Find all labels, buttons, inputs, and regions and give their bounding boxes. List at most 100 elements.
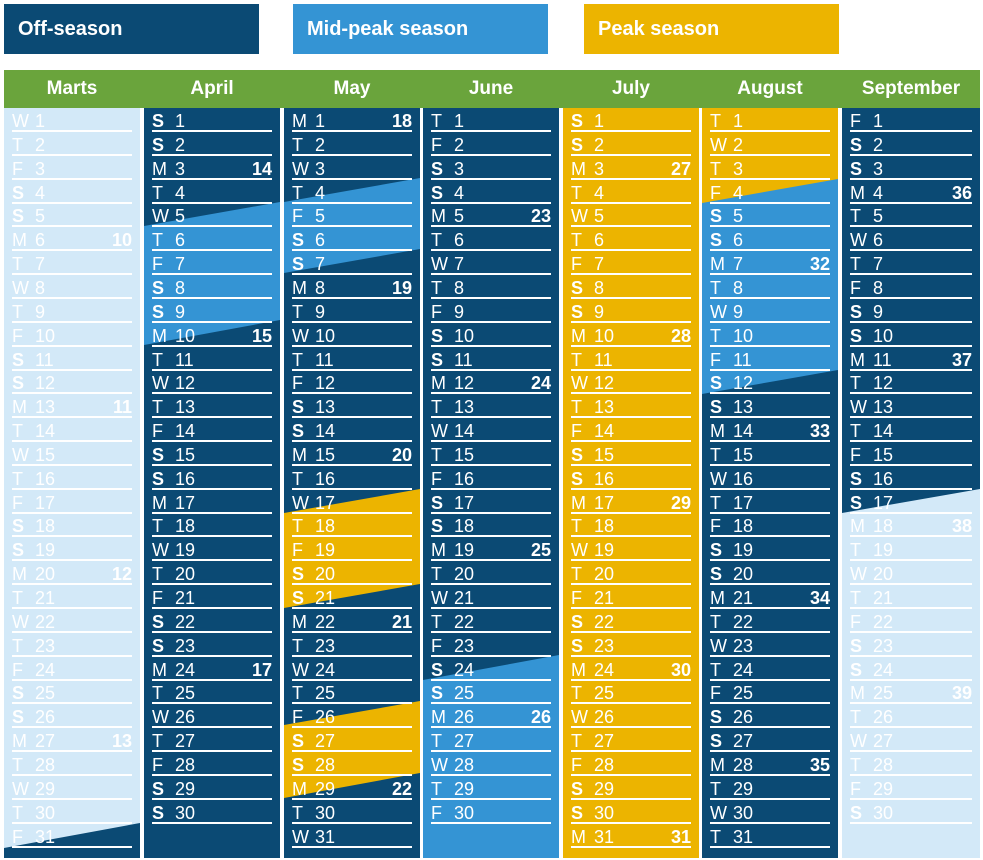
- weekday-letter: M: [710, 754, 725, 775]
- day-row: F 24: [12, 659, 132, 683]
- day-number: 17: [594, 492, 615, 513]
- day-row: T 11: [571, 349, 691, 373]
- row-divider: [12, 583, 132, 586]
- day-row: T 26: [850, 706, 972, 730]
- row-divider: [850, 511, 972, 514]
- day-number: 9: [594, 301, 605, 322]
- day-number: 2: [594, 134, 605, 155]
- day-number: 12: [454, 373, 475, 394]
- weekday-letter: W: [710, 134, 727, 155]
- day-number: 11: [454, 349, 473, 370]
- day-row: W 12: [152, 372, 272, 396]
- row-divider: [152, 153, 272, 156]
- week-number: 23: [530, 206, 551, 227]
- day-row: W 19: [152, 539, 272, 563]
- day-number: 23: [733, 635, 754, 656]
- row-divider: [710, 463, 830, 466]
- row-divider: [571, 511, 691, 514]
- day-number: 14: [873, 421, 894, 442]
- row-divider: [12, 225, 132, 228]
- day-row: S 26: [710, 706, 830, 730]
- day-row: M 21 34: [710, 587, 830, 611]
- row-divider: [431, 487, 551, 490]
- day-row: F 12: [292, 372, 412, 396]
- row-divider: [571, 273, 691, 276]
- day-number: 1: [873, 111, 884, 131]
- day-row: M 29 22: [292, 778, 412, 802]
- day-number: 19: [315, 540, 336, 561]
- weekday-letter: S: [571, 301, 584, 322]
- row-divider: [292, 654, 412, 657]
- day-row: M 3 27: [571, 158, 691, 182]
- weekday-letter: T: [431, 397, 442, 418]
- weekday-letter: T: [292, 182, 303, 203]
- day-row: S 29: [571, 778, 691, 802]
- row-divider: [571, 607, 691, 609]
- legend-mid-peak-season: Mid-peak season: [293, 4, 548, 54]
- day-row: S 16: [571, 468, 691, 492]
- weekday-letter: S: [431, 158, 444, 179]
- day-number: 23: [454, 635, 475, 656]
- weekday-letter: T: [850, 588, 861, 608]
- day-row: T 27: [571, 730, 691, 754]
- day-row: W 20: [850, 563, 972, 587]
- row-divider: [292, 750, 412, 753]
- row-divider: [571, 654, 691, 657]
- row-divider: [292, 320, 412, 323]
- day-row: F 22: [850, 611, 972, 635]
- row-divider: [152, 344, 272, 347]
- weekday-letter: T: [12, 588, 23, 608]
- row-divider: [152, 797, 272, 800]
- day-row: T 16: [292, 468, 412, 492]
- weekday-letter: T: [571, 230, 582, 251]
- row-divider: [152, 320, 272, 323]
- weekday-letter: F: [12, 325, 23, 346]
- day-row: M 11 37: [850, 349, 972, 373]
- weekday-letter: S: [431, 325, 444, 346]
- weekday-letter: M: [571, 325, 586, 346]
- weekday-letter: S: [292, 421, 305, 442]
- day-number: 2: [454, 134, 465, 155]
- row-divider: [292, 487, 412, 490]
- day-number: 9: [454, 301, 465, 322]
- day-row: T 20: [431, 563, 551, 587]
- day-number: 10: [175, 325, 196, 346]
- day-number: 11: [315, 349, 334, 370]
- day-number: 5: [35, 206, 46, 227]
- day-row: M 26 26: [431, 706, 551, 730]
- week-number: 36: [951, 182, 972, 203]
- day-row: S 17: [431, 492, 551, 516]
- row-divider: [292, 249, 412, 252]
- row-divider: [850, 296, 972, 299]
- weekday-letter: W: [850, 397, 867, 418]
- day-number: 7: [315, 254, 326, 275]
- weekday-letter: S: [152, 444, 165, 465]
- day-number: 20: [175, 564, 196, 585]
- day-row: M 1 18: [292, 110, 412, 134]
- day-number: 18: [873, 516, 894, 537]
- row-divider: [850, 487, 972, 490]
- weekday-letter: F: [152, 421, 163, 442]
- day-number: 30: [454, 802, 475, 823]
- weekday-letter: M: [571, 158, 586, 179]
- weekday-letter: F: [292, 206, 303, 227]
- day-row: M 28 35: [710, 754, 830, 778]
- day-row: W 23: [710, 635, 830, 659]
- row-divider: [850, 130, 972, 132]
- row-divider: [710, 821, 830, 824]
- day-number: 15: [454, 444, 475, 465]
- day-number: 30: [35, 802, 56, 823]
- day-number: 1: [733, 111, 744, 131]
- day-number: 19: [35, 540, 56, 561]
- day-number: 28: [873, 754, 894, 775]
- day-row: F 28: [152, 754, 272, 778]
- row-divider: [12, 177, 132, 180]
- weekday-letter: M: [292, 611, 307, 632]
- day-number: 1: [175, 111, 186, 131]
